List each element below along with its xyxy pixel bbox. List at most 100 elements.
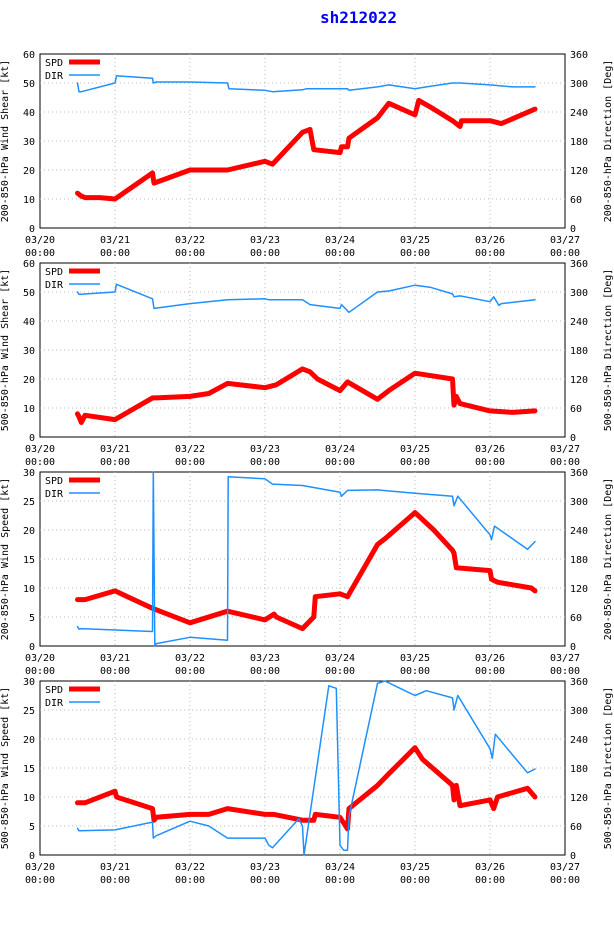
- x-tick-label: 03/24: [325, 653, 355, 664]
- y-tick-label: 30: [23, 677, 35, 688]
- legend-label-dir: DIR: [45, 71, 64, 82]
- y2-tick-label: 180: [570, 555, 588, 566]
- y-tick-label: 25: [23, 497, 35, 508]
- y-tick-label: 20: [23, 735, 35, 746]
- x-tick-time-label: 00:00: [550, 248, 580, 259]
- y-tick-label: 0: [29, 642, 35, 653]
- plot-frame: [39, 471, 566, 647]
- y2-tick-label: 300: [570, 706, 588, 717]
- x-tick-label: 03/26: [475, 235, 505, 246]
- y-tick-label: 25: [23, 706, 35, 717]
- y-tick-label: 15: [23, 555, 35, 566]
- y2-tick-label: 60: [570, 404, 582, 415]
- y2-tick-label: 180: [570, 764, 588, 775]
- x-tick-time-label: 00:00: [175, 248, 205, 259]
- x-tick-label: 03/21: [100, 444, 130, 455]
- x-tick-label: 03/25: [400, 235, 430, 246]
- y2-tick-label: 360: [570, 50, 588, 61]
- spd-series-line: [75, 510, 538, 632]
- y-axis-label: 200-850-hPa Wind Shear [kt]: [0, 60, 11, 223]
- y2-tick-label: 120: [570, 166, 588, 177]
- x-tick-time-label: 00:00: [325, 875, 355, 886]
- y-tick-label: 20: [23, 375, 35, 386]
- x-tick-time-label: 00:00: [400, 875, 430, 886]
- x-tick-label: 03/22: [175, 653, 205, 664]
- y2-tick-label: 240: [570, 317, 588, 328]
- x-tick-time-label: 00:00: [475, 248, 505, 259]
- y2-tick-label: 180: [570, 346, 588, 357]
- y2-tick-label: 180: [570, 137, 588, 148]
- x-tick-label: 03/24: [325, 235, 355, 246]
- x-tick-label: 03/27: [550, 653, 580, 664]
- y2-tick-label: 60: [570, 195, 582, 206]
- x-tick-label: 03/26: [475, 444, 505, 455]
- x-tick-label: 03/20: [25, 235, 55, 246]
- y2-tick-label: 300: [570, 79, 588, 90]
- x-tick-time-label: 00:00: [25, 457, 55, 468]
- y2-axis-label: 500-850-hPa Direction [Deg]: [603, 269, 614, 432]
- y-axis-label: 200-850-hPa Wind Speed [kt]: [0, 478, 11, 641]
- x-tick-time-label: 00:00: [25, 248, 55, 259]
- legend-label-dir: DIR: [45, 280, 64, 291]
- dir-series-line: [76, 680, 536, 856]
- x-tick-time-label: 00:00: [25, 666, 55, 677]
- y-tick-label: 50: [23, 79, 35, 90]
- y2-tick-label: 60: [570, 822, 582, 833]
- x-tick-label: 03/20: [25, 444, 55, 455]
- x-tick-label: 03/27: [550, 444, 580, 455]
- x-tick-time-label: 00:00: [175, 875, 205, 886]
- dir-series-line: [76, 471, 536, 647]
- y-axis-label: 500-850-hPa Wind Shear [kt]: [0, 269, 11, 432]
- y2-tick-label: 300: [570, 497, 588, 508]
- x-tick-label: 03/23: [250, 653, 280, 664]
- x-tick-label: 03/22: [175, 862, 205, 873]
- x-tick-label: 03/26: [475, 653, 505, 664]
- x-tick-time-label: 00:00: [250, 875, 280, 886]
- y-tick-label: 0: [29, 433, 35, 444]
- chart-panel-2: 03/20 00:00 03/21 00:00 03/22 00:00 03/23 00:00…: [0, 259, 614, 468]
- y-tick-label: 10: [23, 195, 35, 206]
- y2-tick-label: 0: [570, 851, 576, 862]
- y2-tick-label: 300: [570, 288, 588, 299]
- y-tick-label: 50: [23, 288, 35, 299]
- x-tick-label: 03/27: [550, 862, 580, 873]
- chart-panel-1: 03/20 00:00 03/21 00:00 03/22 00:00 03/23 00:00…: [0, 50, 614, 259]
- x-tick-time-label: 00:00: [550, 875, 580, 886]
- y2-axis-label: 200-850-hPa Direction [Deg]: [603, 478, 614, 641]
- x-tick-time-label: 00:00: [400, 457, 430, 468]
- x-tick-label: 03/26: [475, 862, 505, 873]
- y-tick-label: 5: [29, 822, 35, 833]
- y-tick-label: 10: [23, 793, 35, 804]
- y2-tick-label: 240: [570, 108, 588, 119]
- y2-axis-label: 200-850-hPa Direction [Deg]: [603, 60, 614, 223]
- x-tick-time-label: 00:00: [25, 875, 55, 886]
- x-tick-label: 03/22: [175, 444, 205, 455]
- y2-tick-label: 360: [570, 677, 588, 688]
- y2-axis-label: 500-850-hPa Direction [Deg]: [603, 687, 614, 850]
- y-tick-label: 20: [23, 166, 35, 177]
- x-tick-time-label: 00:00: [400, 666, 430, 677]
- y-tick-label: 10: [23, 404, 35, 415]
- page-title: sh212022: [320, 8, 398, 27]
- x-tick-label: 03/25: [400, 444, 430, 455]
- y-tick-label: 20: [23, 526, 35, 537]
- y2-tick-label: 60: [570, 613, 582, 624]
- x-tick-label: 03/21: [100, 653, 130, 664]
- x-tick-label: 03/20: [25, 862, 55, 873]
- legend-label-spd: SPD: [45, 58, 63, 69]
- x-tick-time-label: 00:00: [175, 666, 205, 677]
- chart-panel-4: 03/20 00:00 03/21 00:00 03/22 00:00 03/23 00:00…: [0, 677, 614, 886]
- y-tick-label: 30: [23, 468, 35, 479]
- x-tick-time-label: 00:00: [550, 457, 580, 468]
- x-tick-time-label: 00:00: [325, 666, 355, 677]
- y2-tick-label: 0: [570, 642, 576, 653]
- x-tick-time-label: 00:00: [475, 666, 505, 677]
- x-tick-label: 03/25: [400, 653, 430, 664]
- chart-panel-3: 03/20 00:00 03/21 00:00 03/22 00:00 03/23 00:00…: [0, 468, 614, 677]
- y-tick-label: 10: [23, 584, 35, 595]
- y-tick-label: 40: [23, 108, 35, 119]
- x-tick-time-label: 00:00: [400, 248, 430, 259]
- y-tick-label: 60: [23, 50, 35, 61]
